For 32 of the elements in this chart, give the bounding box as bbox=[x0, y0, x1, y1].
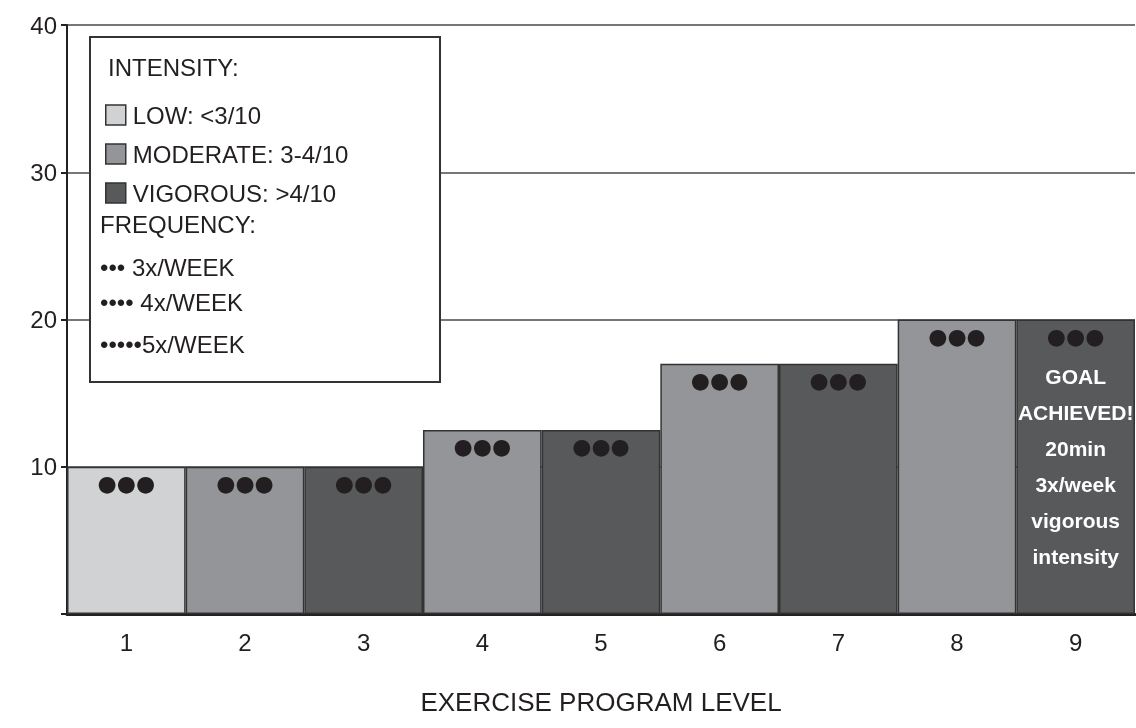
y-tick-label: 20 bbox=[30, 306, 57, 333]
annotation: ••• 3x/WEEK bbox=[100, 253, 235, 281]
legend-label: VIGOROUS: >4/10 bbox=[132, 179, 337, 207]
x-tick-label: 5 bbox=[594, 628, 608, 656]
data-label: ●●● bbox=[97, 471, 156, 497]
data-label: ●●● bbox=[453, 434, 512, 460]
x-tick-label: 9 bbox=[1068, 628, 1083, 656]
x-tick-label: 7 bbox=[831, 628, 846, 656]
x-axis-title: EXERCISE PROGRAM LEVEL bbox=[420, 687, 782, 717]
annotation: •••• 4x/WEEK bbox=[100, 288, 243, 316]
data-label: ●●● bbox=[809, 368, 868, 394]
x-tick-label: 3 bbox=[356, 628, 371, 656]
y-tick-label: 30 bbox=[30, 158, 57, 186]
y-tick-label: 40 bbox=[30, 11, 57, 39]
x-tick-label: 4 bbox=[475, 628, 490, 656]
annotation: GOAL ACHIEVED! 20min 3x/week vigorous intensity bbox=[1017, 365, 1134, 569]
data-label: ●●● bbox=[928, 324, 986, 349]
annotation: •••••5x/WEEK bbox=[100, 330, 245, 358]
data-label: ●●● bbox=[216, 471, 274, 497]
x-tick-label: 8 bbox=[950, 628, 964, 656]
legend-label: LOW: <3/10 bbox=[132, 101, 262, 129]
annotation: FREQUENCY: bbox=[100, 210, 257, 238]
data-label: ●●● bbox=[1046, 324, 1105, 349]
x-tick-label: 2 bbox=[238, 628, 252, 656]
x-tick-label: 6 bbox=[712, 628, 727, 656]
legend-title: INTENSITY: bbox=[108, 53, 239, 81]
data-label: ●●● bbox=[690, 368, 749, 394]
data-label: ●●● bbox=[334, 471, 393, 497]
data-label: ●●● bbox=[572, 434, 630, 460]
x-tick-label: 1 bbox=[119, 628, 134, 656]
y-tick-label: 10 bbox=[30, 453, 57, 481]
legend-label: MODERATE: 3-4/10 bbox=[132, 140, 349, 168]
